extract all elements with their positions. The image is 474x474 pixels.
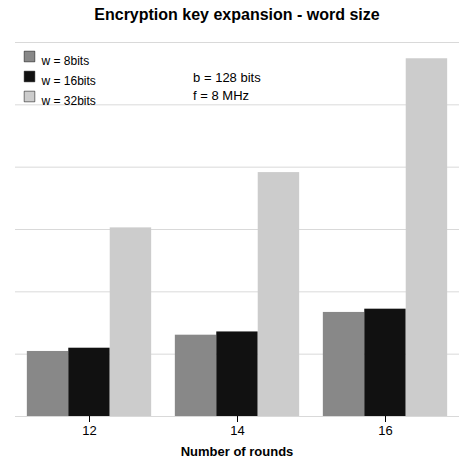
svg-text:12: 12 [82, 423, 96, 438]
html-text:Number of rounds: Number of rounds [180, 444, 294, 459]
svg-text:14: 14 [230, 423, 244, 438]
svg-text:w = 8bits: w = 8bits [41, 54, 90, 68]
svg-text:b = 128 bitsf = 8 MHz: b = 128 bitsf = 8 MHz [193, 70, 261, 103]
svg-text:16: 16 [378, 423, 392, 438]
svg-text:w = 32bits: w = 32bits [41, 94, 96, 108]
svg-text:w = 16bits: w = 16bits [41, 74, 96, 88]
html-text:Encryption key expansion - wor: Encryption key expansion - word size [94, 6, 380, 23]
